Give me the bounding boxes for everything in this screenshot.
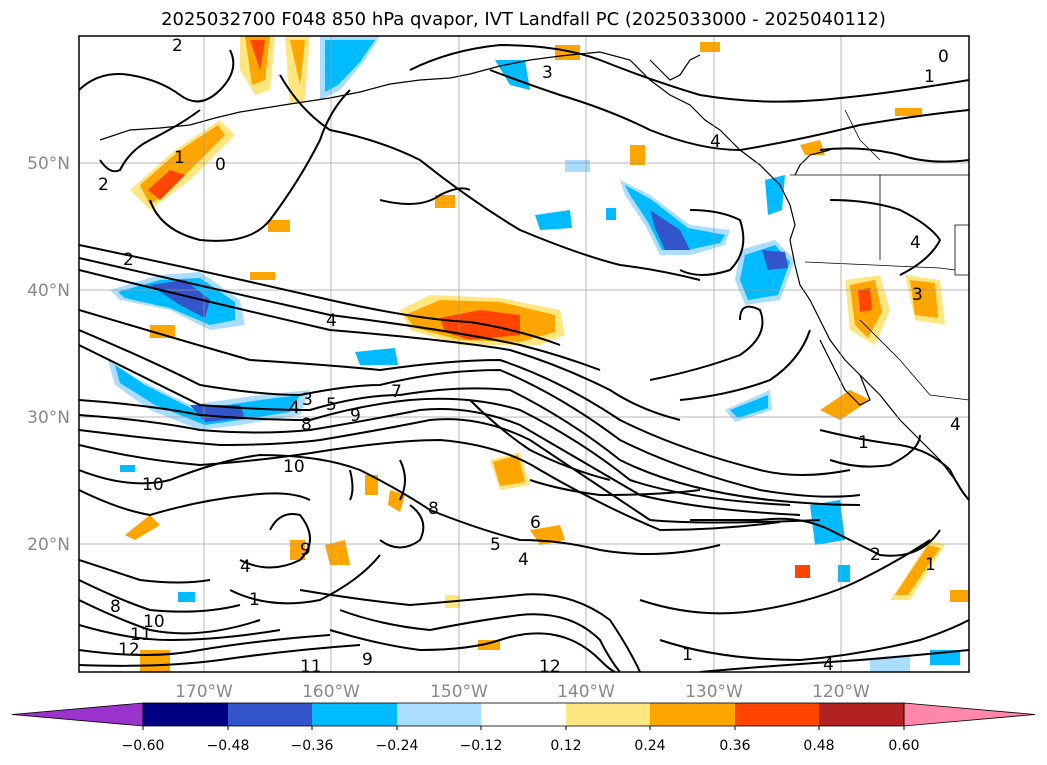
contour-label: 3 xyxy=(542,63,553,83)
contour-label: 4 xyxy=(240,557,251,577)
colorbar-segment xyxy=(228,703,312,726)
shaded-field-layer xyxy=(79,36,969,672)
lon-label: 140°W xyxy=(557,682,615,702)
contour-label: 9 xyxy=(362,650,373,670)
longitude-labels: 170°W 160°W 150°W 140°W 130°W 120°W xyxy=(175,682,870,702)
colorbar-tick-label: −0.60 xyxy=(122,738,165,754)
contour-label: 8 xyxy=(428,499,439,519)
country-borders xyxy=(790,109,969,401)
colorbar-segment xyxy=(397,703,481,726)
contour-label: 10 xyxy=(142,475,164,495)
colorbar-segment xyxy=(650,703,735,726)
contour-label: 0 xyxy=(215,155,226,175)
contour-label: 4 xyxy=(289,398,300,418)
contour-label: 2 xyxy=(870,545,881,565)
colorbar-segments xyxy=(11,702,1036,727)
contour-label: 3 xyxy=(912,285,923,305)
contour-label: 4 xyxy=(326,311,337,331)
colorbar-tick-label: 0.48 xyxy=(803,738,834,754)
contour-label: 8 xyxy=(110,597,121,617)
colorbar-tick-label: −0.12 xyxy=(460,738,503,754)
contour-label: 5 xyxy=(490,535,501,555)
colorbar-segment xyxy=(819,703,904,726)
colorbar-segment xyxy=(481,703,566,726)
contour-label: 6 xyxy=(530,513,541,533)
colorbar-tick-label: −0.24 xyxy=(376,738,419,754)
colorbar-extend-min xyxy=(11,702,144,727)
contour-label: 11 xyxy=(300,657,322,677)
colorbar-tick-label: 0.36 xyxy=(719,738,750,754)
colorbar-segment xyxy=(312,703,397,726)
colorbar-ticks xyxy=(142,726,905,730)
colorbar-segment xyxy=(735,703,819,726)
contour-label: 4 xyxy=(710,132,721,152)
contour-label: 1 xyxy=(682,645,693,665)
contour-label: 1 xyxy=(924,67,935,87)
contour-label: 1 xyxy=(925,555,936,575)
gridlines xyxy=(79,36,969,672)
contour-label: 4 xyxy=(910,233,921,253)
contour-label: 5 xyxy=(326,395,337,415)
contour-label: 9 xyxy=(350,406,361,426)
contour-lines xyxy=(79,43,969,672)
colorbar-tick-label: 0.60 xyxy=(888,738,919,754)
lon-label: 130°W xyxy=(685,682,743,702)
contour-label: 7 xyxy=(391,382,402,402)
contour-label: 9 xyxy=(300,540,311,560)
colorbar-frame xyxy=(142,702,905,727)
map-frame xyxy=(78,35,970,673)
contour-label: 11 xyxy=(130,625,152,645)
contour-label: 12 xyxy=(118,640,140,660)
colorbar-tick-label: −0.48 xyxy=(207,738,250,754)
contour-label: 2 xyxy=(98,175,109,195)
contour-label: 12 xyxy=(539,657,561,677)
lat-label: 50°N xyxy=(27,154,70,174)
contour-label: 3 xyxy=(302,390,313,410)
contour-label: 10 xyxy=(143,612,165,632)
contour-label: 10 xyxy=(283,457,305,477)
contour-label: 1 xyxy=(858,433,869,453)
colorbar-tick-label: 0.24 xyxy=(634,738,665,754)
contour-label: 2 xyxy=(123,250,134,270)
lat-label: 40°N xyxy=(27,281,70,301)
contour-label: 4 xyxy=(518,550,529,570)
latitude-labels: 50°N 40°N 30°N 20°N xyxy=(27,154,70,555)
contour-label-layer: 2 1 0 2 2 4 5 4 3 8 9 10 10 8 6 5 4 3 1 … xyxy=(98,36,961,677)
contour-label: 1 xyxy=(249,590,260,610)
map-title: 2025032700 F048 850 hPa qvapor, IVT Land… xyxy=(161,9,886,30)
contour-label: 1 xyxy=(174,148,185,168)
contour-label: 0 xyxy=(938,47,949,67)
colorbar-tick-labels: −0.60 −0.48 −0.36 −0.24 −0.12 0.12 0.24 … xyxy=(122,738,920,754)
contour-label: 4 xyxy=(950,415,961,435)
contour-label: 4 xyxy=(823,655,834,675)
contour-label: 8 xyxy=(301,415,312,435)
coastlines xyxy=(99,51,966,496)
lon-label: 160°W xyxy=(302,682,360,702)
colorbar-tick-label: 0.12 xyxy=(550,738,581,754)
colorbar-tick-label: −0.36 xyxy=(291,738,334,754)
lat-label: 30°N xyxy=(27,408,70,428)
lat-label: 20°N xyxy=(27,535,70,555)
colorbar-extend-max xyxy=(903,702,1036,727)
colorbar: −0.60 −0.48 −0.36 −0.24 −0.12 0.12 0.24 … xyxy=(11,702,1036,754)
colorbar-segment xyxy=(143,703,228,726)
lon-label: 120°W xyxy=(812,682,870,702)
contour-label: 2 xyxy=(172,36,183,56)
lon-label: 170°W xyxy=(175,682,233,702)
colorbar-segment xyxy=(566,703,650,726)
lon-label: 150°W xyxy=(430,682,488,702)
